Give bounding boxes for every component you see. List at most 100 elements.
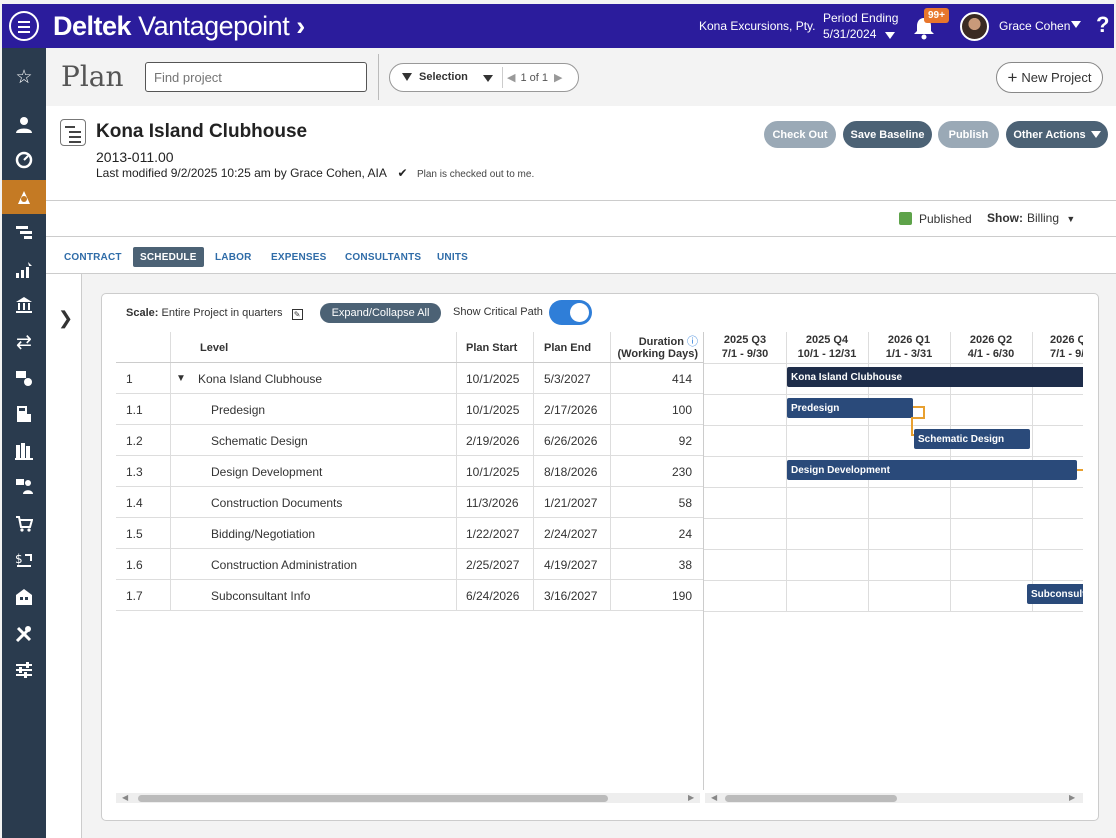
row-start[interactable]: 2/19/2026 xyxy=(466,433,520,448)
period-selector[interactable]: Period Ending 5/31/2024 xyxy=(823,10,898,42)
critical-path-toggle[interactable] xyxy=(549,300,592,325)
row-duration[interactable]: 92 xyxy=(678,433,692,448)
plan-icon[interactable] xyxy=(2,216,46,250)
row-name[interactable]: Construction Documents xyxy=(211,495,343,510)
prev-page-icon[interactable]: ◀ xyxy=(507,72,516,84)
user-name[interactable]: Grace Cohen xyxy=(999,19,1071,33)
avatar[interactable] xyxy=(960,12,989,41)
gantt-hscroll[interactable]: ◀ ▶ xyxy=(705,793,1083,803)
expand-panel-icon[interactable]: ❯ xyxy=(58,308,74,328)
col-plan-start[interactable]: Plan Start xyxy=(466,341,518,354)
scroll-right-icon[interactable]: ▶ xyxy=(688,793,695,802)
user-caret-icon[interactable] xyxy=(1071,21,1081,28)
row-name[interactable]: Bidding/Negotiation xyxy=(211,526,316,541)
scroll-left-icon[interactable]: ◀ xyxy=(122,793,129,802)
show-value[interactable]: Billing xyxy=(1027,211,1060,225)
row-end[interactable]: 6/26/2026 xyxy=(544,433,598,448)
table-row[interactable]: 1.2 Schematic Design 2/19/2026 6/26/2026… xyxy=(116,425,704,456)
table-row[interactable]: 1.6 Construction Administration 2/25/202… xyxy=(116,549,704,580)
selection-control[interactable]: Selection ◀ 1 of 1 ▶ xyxy=(389,63,579,92)
next-page-icon[interactable]: ▶ xyxy=(554,72,563,84)
person-icon[interactable] xyxy=(2,108,46,142)
tab-labor[interactable]: LABOR xyxy=(215,251,252,263)
building-icon[interactable] xyxy=(2,580,46,614)
row-start[interactable]: 11/3/2026 xyxy=(466,495,519,510)
row-end[interactable]: 2/24/2027 xyxy=(544,526,598,541)
hamburger-menu-icon[interactable] xyxy=(9,11,39,41)
expand-collapse-button[interactable]: Expand/Collapse All xyxy=(320,303,441,323)
row-duration[interactable]: 230 xyxy=(671,464,692,479)
col-duration[interactable]: Duration ⓘ (Working Days) xyxy=(616,332,698,363)
row-duration[interactable]: 190 xyxy=(671,588,692,603)
vendor-icon[interactable] xyxy=(2,469,46,503)
grid-hscroll[interactable]: ◀ ▶ xyxy=(116,793,700,803)
selection-caret-icon[interactable] xyxy=(483,75,493,82)
app-brand[interactable]: Deltek Vantagepoint › xyxy=(53,11,305,42)
find-project-input[interactable] xyxy=(145,62,367,92)
books-icon[interactable] xyxy=(2,434,46,468)
money-icon[interactable]: $ xyxy=(2,543,46,577)
table-row[interactable]: 1.4 Construction Documents 11/3/2026 1/2… xyxy=(116,487,704,518)
row-end[interactable]: 1/21/2027 xyxy=(544,495,598,510)
expense-icon[interactable] xyxy=(2,361,46,395)
tab-schedule[interactable]: SCHEDULE xyxy=(133,247,204,267)
row-name[interactable]: Subconsultant Info xyxy=(211,588,311,603)
scale-selector[interactable]: Scale: Entire Project in quarters ✎ xyxy=(126,307,303,320)
row-name[interactable]: Predesign xyxy=(211,402,266,417)
collapse-caret-icon[interactable]: ▼ xyxy=(176,373,186,384)
row-duration[interactable]: 38 xyxy=(678,557,692,572)
tab-contract[interactable]: CONTRACT xyxy=(64,251,122,263)
chart-icon[interactable] xyxy=(2,253,46,287)
row-start[interactable]: 10/1/2025 xyxy=(466,464,520,479)
row-name[interactable]: Schematic Design xyxy=(211,433,308,448)
gantt-bar-project[interactable]: Kona Island Clubhouse xyxy=(787,367,1083,387)
row-end[interactable]: 3/16/2027 xyxy=(544,588,598,603)
row-start[interactable]: 10/1/2025 xyxy=(466,371,520,386)
gantt-bar-predesign[interactable]: Predesign xyxy=(787,398,913,418)
row-start[interactable]: 1/22/2027 xyxy=(466,526,520,541)
dashboard-icon[interactable] xyxy=(2,143,46,177)
selection-label[interactable]: Selection xyxy=(419,71,468,83)
row-end[interactable]: 5/3/2027 xyxy=(544,371,591,386)
show-caret-icon[interactable]: ▼ xyxy=(1066,214,1076,224)
tab-units[interactable]: UNITS xyxy=(437,251,468,263)
info-icon[interactable]: ⓘ xyxy=(687,335,698,348)
row-end[interactable]: 4/19/2027 xyxy=(544,557,598,572)
row-start[interactable]: 2/25/2027 xyxy=(466,557,520,572)
row-duration[interactable]: 100 xyxy=(671,402,692,417)
row-start[interactable]: 6/24/2026 xyxy=(466,588,520,603)
row-name[interactable]: Design Development xyxy=(211,464,323,479)
help-icon[interactable]: ? xyxy=(1096,12,1110,37)
projects-icon[interactable] xyxy=(2,180,46,214)
other-actions-button[interactable]: Other Actions xyxy=(1006,121,1108,148)
tab-consultants[interactable]: CONSULTANTS xyxy=(345,251,422,263)
calculator-icon[interactable] xyxy=(2,397,46,431)
row-end[interactable]: 8/18/2026 xyxy=(544,464,598,479)
grid-hscroll-thumb[interactable] xyxy=(138,795,608,802)
new-project-button[interactable]: + New Project xyxy=(996,62,1103,93)
scale-edit-icon[interactable]: ✎ xyxy=(291,309,303,320)
gantt-bar-schematic-design[interactable]: Schematic Design xyxy=(914,429,1030,449)
bank-icon[interactable] xyxy=(2,288,46,322)
row-duration[interactable]: 58 xyxy=(678,495,692,510)
scroll-right-icon[interactable]: ▶ xyxy=(1069,793,1076,802)
save-baseline-button[interactable]: Save Baseline xyxy=(843,121,932,148)
row-duration[interactable]: 414 xyxy=(671,371,692,386)
star-icon[interactable]: ☆ xyxy=(15,66,33,88)
table-row[interactable]: 1.5 Bidding/Negotiation 1/22/2027 2/24/2… xyxy=(116,518,704,549)
gantt-bar-subconsultant[interactable]: Subconsultant Info xyxy=(1027,584,1083,604)
gantt-bar-design-development[interactable]: Design Development xyxy=(787,460,1077,480)
cart-icon[interactable] xyxy=(2,507,46,541)
scale-value[interactable]: Entire Project in quarters xyxy=(161,307,283,319)
tools-icon[interactable] xyxy=(2,617,46,651)
row-name[interactable]: Kona Island Clubhouse xyxy=(198,371,323,386)
check-out-button[interactable]: Check Out xyxy=(764,121,836,148)
gantt-hscroll-thumb[interactable] xyxy=(725,795,897,802)
table-row[interactable]: 1 ▼ Kona Island Clubhouse 10/1/2025 5/3/… xyxy=(116,363,704,394)
row-end[interactable]: 2/17/2026 xyxy=(544,402,598,417)
scroll-left-icon[interactable]: ◀ xyxy=(711,793,718,802)
row-start[interactable]: 10/1/2025 xyxy=(466,402,520,417)
col-plan-end[interactable]: Plan End xyxy=(544,341,592,354)
settings-icon[interactable] xyxy=(2,653,46,687)
show-selector[interactable]: Show: Billing ▼ xyxy=(987,211,1075,225)
